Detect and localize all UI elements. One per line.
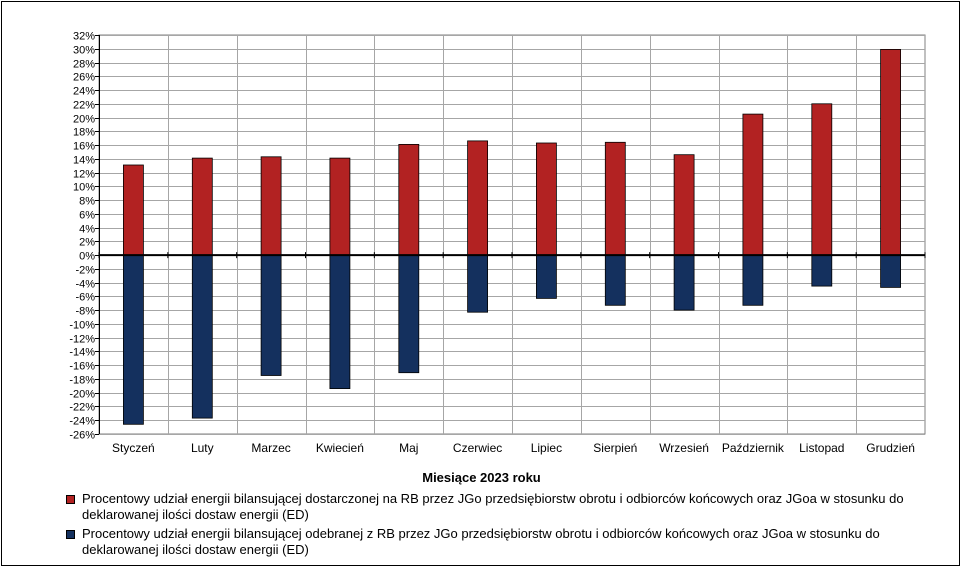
y-tick-label: 10% — [73, 182, 95, 194]
legend-label-received: Procentowy udział energii bilansującej o… — [82, 526, 880, 557]
y-tick-label: 26% — [73, 72, 95, 84]
y-tick-label: 4% — [79, 224, 95, 236]
x-category-labels: Styczeń Luty Marzec Kwiecień Maj Czerwiec Lipi… — [112, 441, 915, 455]
y-tick-label: 30% — [73, 45, 95, 57]
axes — [95, 35, 100, 435]
bar-received-9 — [742, 254, 764, 306]
y-tick-label: -24% — [69, 416, 95, 428]
legend-swatch-delivered — [66, 495, 75, 504]
bar-received-10 — [811, 254, 833, 287]
x-category-label: Sierpień — [593, 441, 637, 455]
x-category-label: Grudzień — [866, 441, 915, 455]
y-tick-label: -4% — [75, 279, 95, 291]
x-axis-title: Miesiące 2023 roku — [422, 470, 541, 485]
bar-received-4 — [398, 254, 420, 374]
y-tick-label: 28% — [73, 59, 95, 71]
bar-delivered-2 — [260, 156, 282, 256]
y-tick-label: 14% — [73, 155, 95, 167]
legend-label-delivered: Procentowy udział energii bilansującej d… — [82, 491, 904, 522]
bar-received-5 — [467, 254, 489, 313]
bar-delivered-10 — [811, 103, 833, 256]
y-tick-label: 2% — [79, 237, 95, 249]
bar-received-6 — [536, 254, 557, 299]
bar-received-1 — [191, 254, 213, 419]
x-category-label: Lipiec — [531, 441, 562, 455]
x-category-label: Luty — [191, 441, 214, 455]
y-tick-label: 22% — [73, 100, 95, 112]
x-category-label: Październik — [722, 441, 785, 455]
legend-swatch-received — [66, 530, 75, 539]
y-tick-label: 8% — [79, 196, 95, 208]
bar-received-2 — [260, 254, 282, 376]
bar-delivered-5 — [467, 140, 489, 256]
y-tick-label: -18% — [69, 375, 95, 387]
x-category-label: Listopad — [799, 441, 844, 455]
x-category-label: Czerwiec — [453, 441, 502, 455]
y-tick-label: 32% — [73, 31, 95, 43]
bar-delivered-9 — [742, 113, 764, 256]
bar-delivered-8 — [673, 154, 695, 256]
x-category-label: Maj — [399, 441, 418, 455]
y-tick-label: -8% — [75, 306, 95, 318]
bar-delivered-1 — [191, 157, 213, 256]
y-tick-label: -20% — [69, 389, 95, 401]
y-tick-label: 18% — [73, 127, 95, 139]
y-tick-label: -2% — [75, 265, 95, 277]
bar-delivered-4 — [398, 143, 420, 256]
x-category-label: Styczeń — [112, 441, 155, 455]
y-tick-label: 16% — [73, 141, 95, 153]
y-tick-label: 20% — [73, 114, 95, 126]
y-tick-label: -10% — [69, 320, 95, 332]
y-tick-label: 6% — [79, 210, 95, 222]
bar-delivered-11 — [880, 49, 901, 256]
x-category-label: Kwiecień — [316, 441, 364, 455]
y-tick-label: 24% — [73, 86, 95, 98]
y-tick-label: -26% — [69, 430, 95, 442]
bar-received-8 — [673, 254, 695, 311]
bar-delivered-7 — [604, 141, 626, 256]
bar-received-0 — [123, 254, 144, 425]
y-tick-label: 12% — [73, 169, 95, 181]
bar-received-11 — [880, 254, 901, 288]
x-category-label: Marzec — [251, 441, 290, 455]
y-tick-label: 0% — [79, 251, 95, 263]
bar-received-3 — [329, 254, 351, 390]
x-category-label: Wrzesień — [659, 441, 709, 455]
bars — [98, 49, 926, 425]
y-tick-label: -16% — [69, 361, 95, 373]
bar-delivered-0 — [123, 164, 144, 256]
y-tick-labels: 32% 30% 28%26% 24% 22% 20%18% 16% 14% 12%10% 8% 6%… — [69, 31, 95, 442]
grid-lines — [98, 34, 926, 435]
bar-delivered-6 — [536, 142, 557, 256]
y-tick-label: -12% — [69, 334, 95, 346]
bar-delivered-3 — [329, 157, 351, 256]
bar-received-7 — [604, 254, 626, 306]
y-tick-label: -22% — [69, 402, 95, 414]
y-tick-label: -14% — [69, 347, 95, 359]
y-tick-label: -6% — [75, 292, 95, 304]
